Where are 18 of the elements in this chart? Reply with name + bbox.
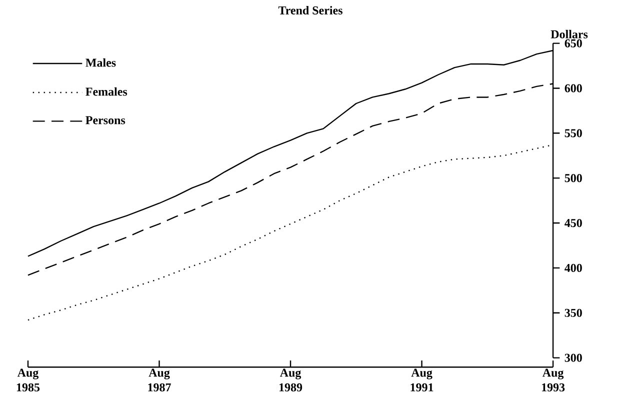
legend-label: Females	[86, 87, 128, 96]
y-tick-label: 650	[564, 39, 582, 48]
x-tick-label: Aug 1991	[410, 368, 434, 392]
y-tick-label: 300	[564, 354, 582, 362]
y-axis-title: Dollars	[550, 30, 588, 38]
y-tick-label: 400	[564, 264, 582, 272]
y-tick-label: 550	[564, 129, 582, 138]
y-tick-label: 600	[564, 84, 582, 92]
x-tick-label: Aug 1987	[148, 368, 171, 392]
x-tick-label: Aug 1989	[279, 368, 302, 392]
legend-label: Persons	[86, 116, 126, 124]
x-tick-label: Aug 1985	[16, 368, 40, 392]
y-tick-label: 350	[564, 308, 582, 318]
legend-label: Males	[86, 58, 116, 67]
chart-title: Trend Series	[278, 6, 342, 15]
x-tick-label: Aug 1993	[542, 368, 565, 392]
y-tick-label: 450	[564, 219, 582, 228]
y-tick-label: 500	[564, 174, 582, 182]
